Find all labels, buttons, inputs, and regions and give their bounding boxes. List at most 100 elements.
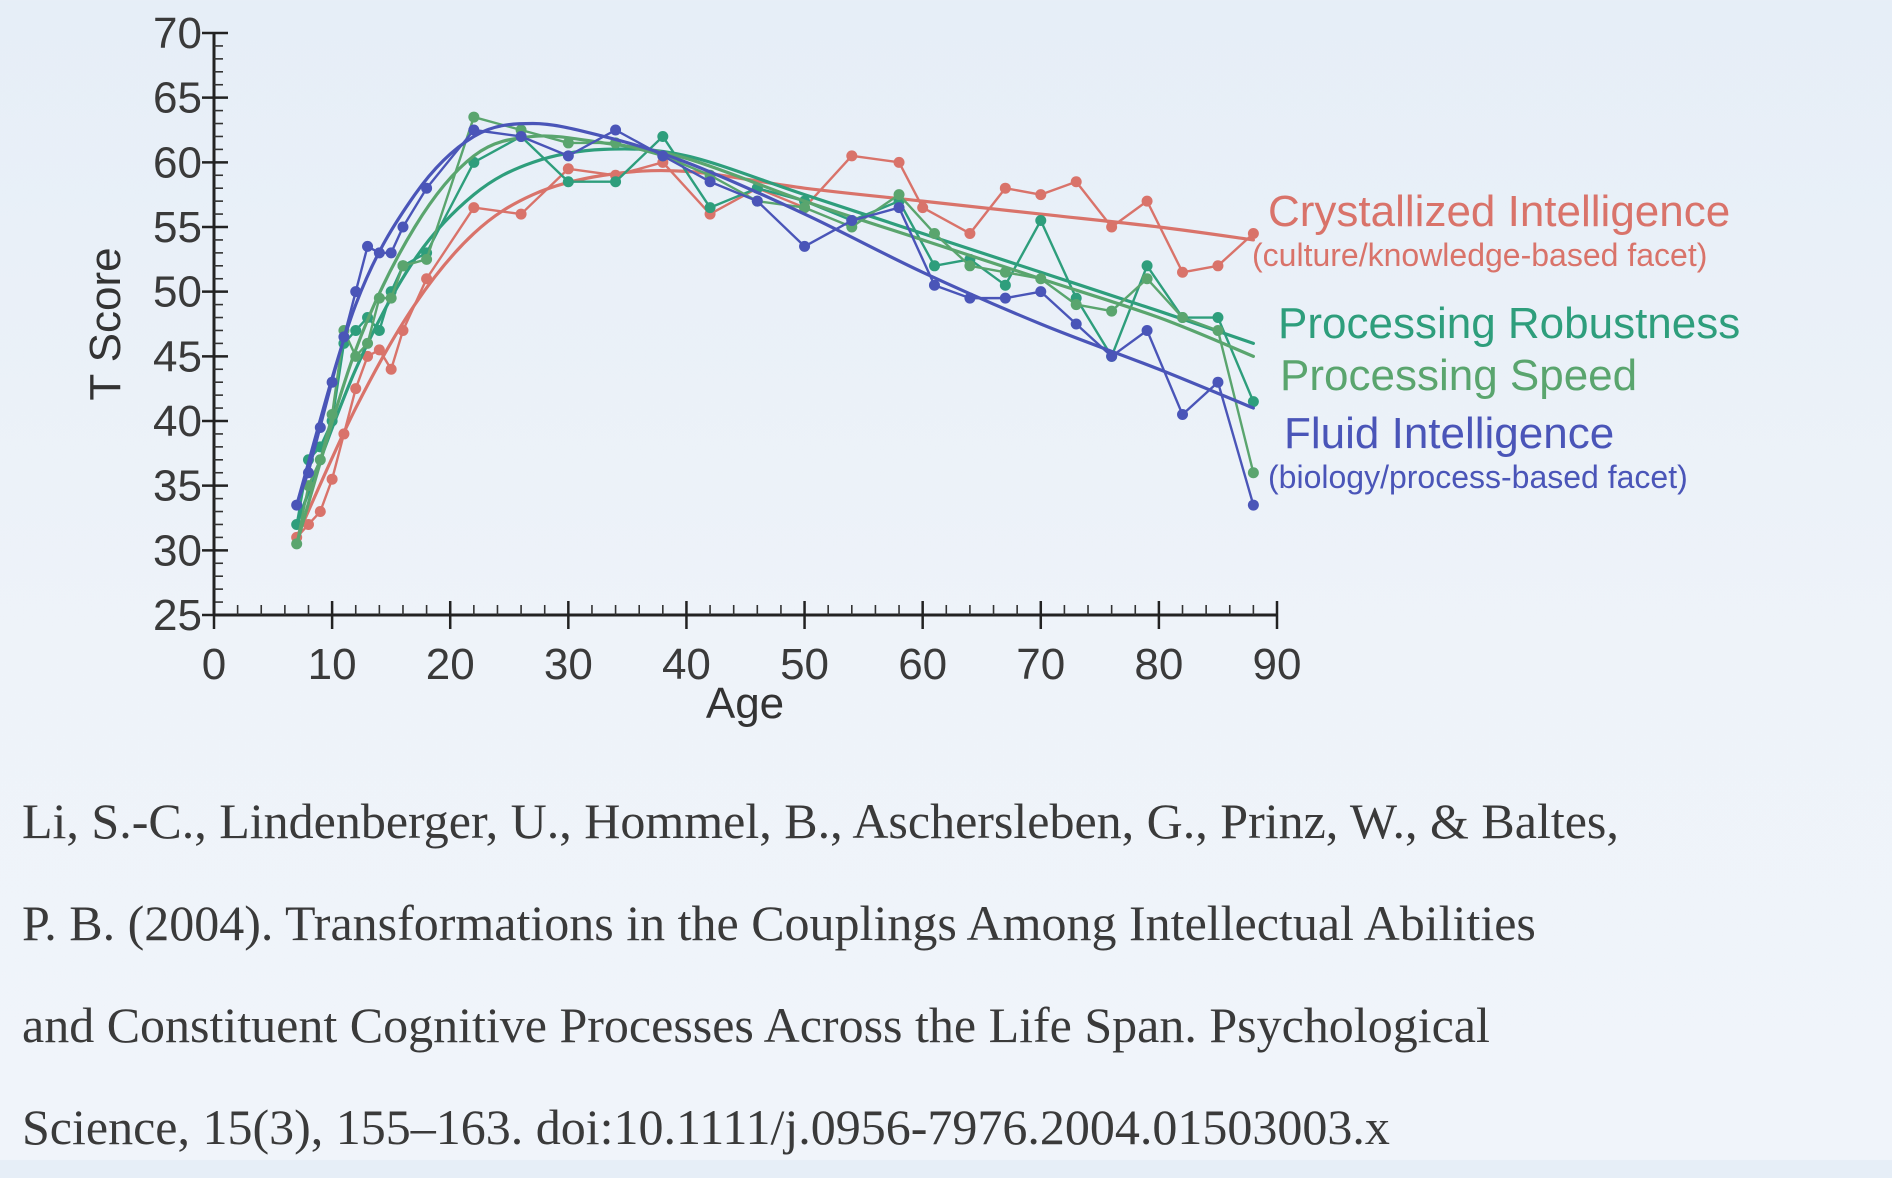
data-point [314,454,326,466]
data-point [562,150,574,162]
data-point [350,350,362,362]
legend-label: Processing Speed [1280,351,1637,400]
y-tick-label: 45 [153,332,202,381]
data-point [1106,305,1118,317]
data-point [515,130,527,142]
data-point [562,176,574,188]
series-0 [291,150,1259,543]
data-point [385,292,397,304]
data-point [1141,260,1153,272]
data-point [928,260,940,272]
data-point [610,124,622,136]
legend-label: Fluid Intelligence [1284,409,1614,458]
data-point [1247,499,1259,511]
data-point [314,506,326,518]
data-point [1035,286,1047,298]
data-point [751,195,763,207]
data-point [799,202,811,214]
data-point [1177,312,1189,324]
data-point [893,156,905,168]
y-tick-label: 70 [153,9,202,58]
data-point [964,292,976,304]
data-point [362,350,374,362]
x-tick-label: 40 [662,640,711,689]
data-point [373,292,385,304]
data-point [302,467,314,479]
data-point [291,538,303,550]
data-point [350,324,362,336]
data-point [928,227,940,239]
data-point [999,266,1011,278]
fit-curve [295,147,1255,527]
data-point [657,130,669,142]
data-point [1177,266,1189,278]
data-point [373,324,385,336]
data-point [421,182,433,194]
data-point [1247,227,1259,239]
data-point [1212,260,1224,272]
data-point [291,499,303,511]
legend-subtitle: (biology/process-based facet) [1268,459,1688,495]
x-tick-label: 20 [426,640,475,689]
citation-line-4: Science, 15(3), 155–163. doi:10.1111/j.0… [22,1099,1390,1155]
data-point [302,518,314,530]
data-point [893,189,905,201]
data-point [397,260,409,272]
data-point [964,260,976,272]
data-point [326,409,338,421]
data-point [373,247,385,259]
legend-subtitle: (culture/knowledge-based facet) [1252,237,1707,273]
x-tick-label: 80 [1134,640,1183,689]
citation-line-3: and Constituent Cognitive Processes Acro… [22,997,1490,1053]
data-point [350,383,362,395]
data-point [1035,273,1047,285]
data-point [999,182,1011,194]
data-point [515,208,527,220]
data-point [562,137,574,149]
data-point [1141,273,1153,285]
data-point [421,273,433,285]
legend-label: Crystallized Intelligence [1268,187,1730,236]
data-point [893,202,905,214]
data-point [385,363,397,375]
legend-label: Processing Robustness [1278,299,1740,348]
citation: Li, S.-C., Lindenberger, U., Hommel, B.,… [22,770,1882,1178]
data-point [657,150,669,162]
x-tick-label: 90 [1253,640,1302,689]
y-tick-label: 40 [153,397,202,446]
data-line [295,115,1255,545]
life-span-chart: 0 10 20 30 40 50 60 70 80 90 25 30 35 40 45 50 55 60 65 70 A… [81,9,1740,728]
y-tick-label: 30 [153,526,202,575]
data-point [964,227,976,239]
data-point [999,279,1011,291]
data-point [928,279,940,291]
y-tick-label: 35 [153,462,202,511]
data-point [350,286,362,298]
data-point [846,215,858,227]
x-tick-label: 70 [1016,640,1065,689]
data-point [468,202,480,214]
x-tick-label: 10 [308,640,357,689]
data-point [1141,195,1153,207]
data-line [295,154,1255,539]
data-point [1070,299,1082,311]
y-tick-label: 55 [153,203,202,252]
data-point [846,150,858,162]
y-axis-title: T Score [81,247,130,400]
data-point [562,163,574,175]
x-tick-label: 60 [898,640,947,689]
data-line [295,128,1255,506]
data-point [326,376,338,388]
data-point [338,331,350,343]
citation-line-2: P. B. (2004). Transformations in the Cou… [22,895,1536,951]
data-point [373,344,385,356]
citation-line-1: Li, S.-C., Lindenberger, U., Hommel, B.,… [22,793,1619,849]
data-point [1141,324,1153,336]
data-point [799,240,811,252]
data-point [338,428,350,440]
data-point [1247,396,1259,408]
data-point [468,124,480,136]
data-point [314,421,326,433]
data-point [999,292,1011,304]
x-axis-title: Age [706,679,784,728]
